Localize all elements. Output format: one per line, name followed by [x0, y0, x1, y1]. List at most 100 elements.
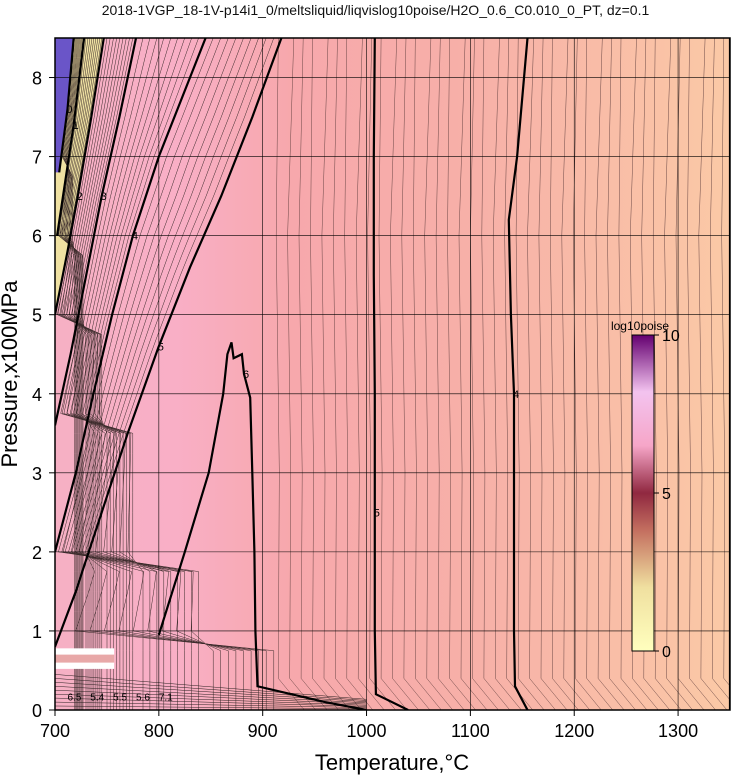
- minor-contour-line: [55, 705, 367, 710]
- minor-contour-line: [63, 38, 81, 710]
- minor-contour-line: [58, 38, 214, 710]
- minor-contour-line: [64, 38, 97, 710]
- minor-contour-line: [79, 38, 185, 710]
- x-tick-label: 1200: [554, 721, 594, 741]
- major-contour-line: [56, 38, 86, 236]
- y-tick-label: 8: [32, 69, 42, 89]
- y-tick-label: 2: [32, 543, 42, 563]
- contour-label: 4: [132, 231, 138, 243]
- colorbar: log10poise 0 5 10: [611, 319, 680, 661]
- plot-frame: [54, 37, 731, 711]
- minor-contour-line: [74, 38, 252, 710]
- minor-contour-line: [68, 38, 237, 710]
- minor-contour-line: [76, 38, 178, 710]
- contour-label: 5: [374, 507, 380, 519]
- minor-contour-line: [61, 38, 82, 710]
- minor-contour-line: [55, 693, 367, 706]
- contour-label: 5: [158, 341, 164, 353]
- x-tick-label: 1000: [347, 721, 387, 741]
- colorbar-tick-label: 10: [662, 328, 680, 345]
- x-axis-ticks: 700 800 900 1000 1100 1200 1300: [40, 710, 698, 741]
- minor-contour-line: [66, 38, 158, 710]
- contour-label: 7.1: [159, 693, 173, 704]
- minor-contour-line: [60, 38, 144, 710]
- y-tick-label: 3: [32, 464, 42, 484]
- contour-label: 6: [243, 369, 249, 381]
- minor-contour-line: [63, 38, 95, 710]
- minor-contour-line: [71, 38, 244, 710]
- minor-contour-line: [55, 682, 367, 702]
- contour-label: 5.5: [113, 693, 127, 704]
- major-contour-line: [58, 38, 75, 173]
- major-contour-line: [55, 38, 207, 553]
- x-tick-label: 1300: [658, 721, 698, 741]
- plot-background: [55, 38, 730, 710]
- y-axis-label: Pressure,x100MPa: [0, 280, 22, 468]
- minor-contour-line: [62, 38, 93, 710]
- major-contour-line: [157, 342, 367, 710]
- minor-contour-line: [66, 38, 121, 710]
- masked-region-stripe: [55, 654, 115, 663]
- y-tick-label: 7: [32, 148, 42, 168]
- x-tick-label: 1100: [451, 721, 490, 741]
- major-contour-line: [507, 38, 529, 710]
- grid-lines: [55, 38, 730, 710]
- colorbar-tick-label: 5: [662, 486, 671, 503]
- contour-label: 1: [73, 120, 79, 132]
- minor-contour-line: [68, 38, 124, 710]
- masked-regions: [55, 648, 115, 669]
- contour-label: 6.5: [67, 693, 81, 704]
- contour-label: 5.4: [90, 693, 104, 704]
- minor-contour-line: [58, 38, 87, 710]
- minor-contour-line: [55, 701, 367, 708]
- major-contour-line: [372, 38, 409, 710]
- x-tick-label: 900: [248, 721, 278, 741]
- minor-contour-line: [78, 38, 259, 710]
- contour-label: 5.6: [136, 693, 150, 704]
- contour-label: 3: [101, 191, 107, 203]
- minor-contour-line: [66, 38, 130, 710]
- minor-contour-line: [55, 674, 367, 700]
- minor-contour-line: [59, 38, 111, 710]
- major-contours: [55, 38, 730, 710]
- major-contour-line: [55, 38, 283, 648]
- minor-contour-line: [59, 38, 89, 710]
- minor-contour-line: [57, 38, 108, 710]
- colorbar-ticks: 0 5 10: [654, 328, 680, 661]
- minor-contour-line: [69, 38, 165, 710]
- blue-band: [55, 38, 74, 173]
- minor-contour-line: [75, 38, 275, 710]
- major-contour-line: [55, 38, 105, 315]
- y-tick-label: 4: [32, 385, 42, 405]
- minor-contour-line: [55, 697, 367, 707]
- minor-contour-line: [63, 38, 151, 710]
- minor-contour-line: [70, 38, 192, 710]
- minor-contour-line: [61, 38, 221, 710]
- contour-label: 0: [66, 104, 72, 116]
- minor-contour-line: [64, 38, 117, 710]
- minor-contour-line: [64, 38, 79, 710]
- minor-contour-line: [57, 38, 103, 710]
- x-tick-label: 700: [40, 721, 70, 741]
- minor-contour-line: [55, 689, 367, 705]
- y-axis-ticks: 0 1 2 3 4 5 6 7 8: [32, 69, 55, 721]
- y-tick-label: 5: [32, 306, 42, 326]
- y-tick-label: 1: [32, 622, 42, 642]
- minor-contour-line: [61, 38, 134, 710]
- major-contour-line: [55, 38, 138, 426]
- contour-label: 2: [77, 191, 83, 203]
- minor-contour-line: [63, 38, 78, 710]
- minor-contour-line: [55, 678, 367, 701]
- y-tick-label: 6: [32, 227, 42, 247]
- minor-contour-line: [62, 38, 199, 710]
- colorbar-scale: [631, 334, 655, 652]
- x-axis-label: Temperature,°C: [315, 750, 469, 775]
- minor-contour-line: [61, 38, 114, 710]
- y-tick-label: 0: [32, 701, 42, 721]
- page-title: 2018-1VGP_18-1V-p14i1_0/meltsliquid/liqv…: [101, 2, 650, 18]
- x-tick-label: 800: [144, 721, 174, 741]
- colorbar-tick-label: 0: [662, 644, 671, 661]
- minor-contour-line: [81, 38, 267, 710]
- colorbar-title: log10poise: [611, 319, 669, 333]
